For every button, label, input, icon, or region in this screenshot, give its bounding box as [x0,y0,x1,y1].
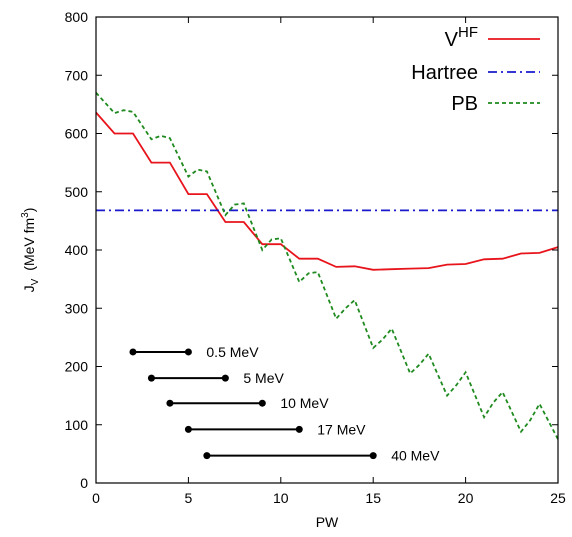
energy-range-end-dot [184,348,192,356]
legend-label-2: PB [451,93,478,115]
y-axis-label: JV (MeV fm3) [20,208,41,293]
legend-label-main: Hartree [411,62,478,84]
x-axis: 0 5 10 15 20 25 [92,17,566,506]
energy-range-start-dot [147,374,155,382]
y-axis-label-unit-sup: 3 [20,212,31,218]
y-axis-label-unit-close: ) [21,208,37,213]
energy-range-start-dot [129,348,137,356]
energy-ranges: 0.5 MeV 5 MeV 10 MeV 17 MeV 40 MeV [129,344,440,464]
x-tick-label: 25 [550,490,566,506]
y-tick-label: 100 [65,417,89,433]
series-layer [95,92,559,440]
y-axis-label-sub: V [30,278,41,285]
x-tick-label: 15 [365,490,381,506]
legend-label-sup: HF [458,24,478,41]
energy-range-label: 0.5 MeV [206,344,259,360]
legend-label-main: PB [451,93,478,115]
energy-range-start-dot [166,399,174,407]
energy-range-label: 17 MeV [317,421,366,437]
energy-range-end-dot [369,452,377,460]
series-line-2 [95,92,559,440]
x-axis-label: PW [316,514,339,530]
y-tick-label: 800 [65,9,89,25]
y-tick-label: 700 [65,67,89,83]
y-tick-label: 400 [65,242,89,258]
energy-range-label: 5 MeV [243,370,284,386]
x-tick-label: 20 [458,490,474,506]
energy-range-end-dot [258,399,266,407]
y-tick-label: 600 [65,126,89,142]
y-axis: 0 100 200 300 400 500 600 700 800 [65,9,558,491]
y-axis-label-unit: (MeV fm [21,218,37,271]
energy-range-label: 40 MeV [391,448,440,464]
x-tick-label: 5 [185,490,193,506]
energy-range-start-dot [203,452,211,460]
y-axis-label-main: J [21,285,37,292]
energy-range-end-dot [221,374,229,382]
y-tick-label: 200 [65,359,89,375]
energy-range-start-dot [184,425,192,433]
y-tick-label: 500 [65,184,89,200]
legend: VHF Hartree PB [411,24,540,115]
energy-range-label: 10 MeV [280,395,329,411]
y-tick-label: 300 [65,300,89,316]
legend-label-1: Hartree [411,62,478,84]
plot-frame [95,16,559,484]
legend-label-0: VHF [445,24,478,51]
energy-range-end-dot [295,425,303,433]
x-tick-label: 0 [92,490,100,506]
y-tick-label: 0 [80,475,88,491]
series-line-0 [95,111,559,271]
legend-label-main: V [445,29,459,51]
x-tick-label: 10 [273,490,289,506]
